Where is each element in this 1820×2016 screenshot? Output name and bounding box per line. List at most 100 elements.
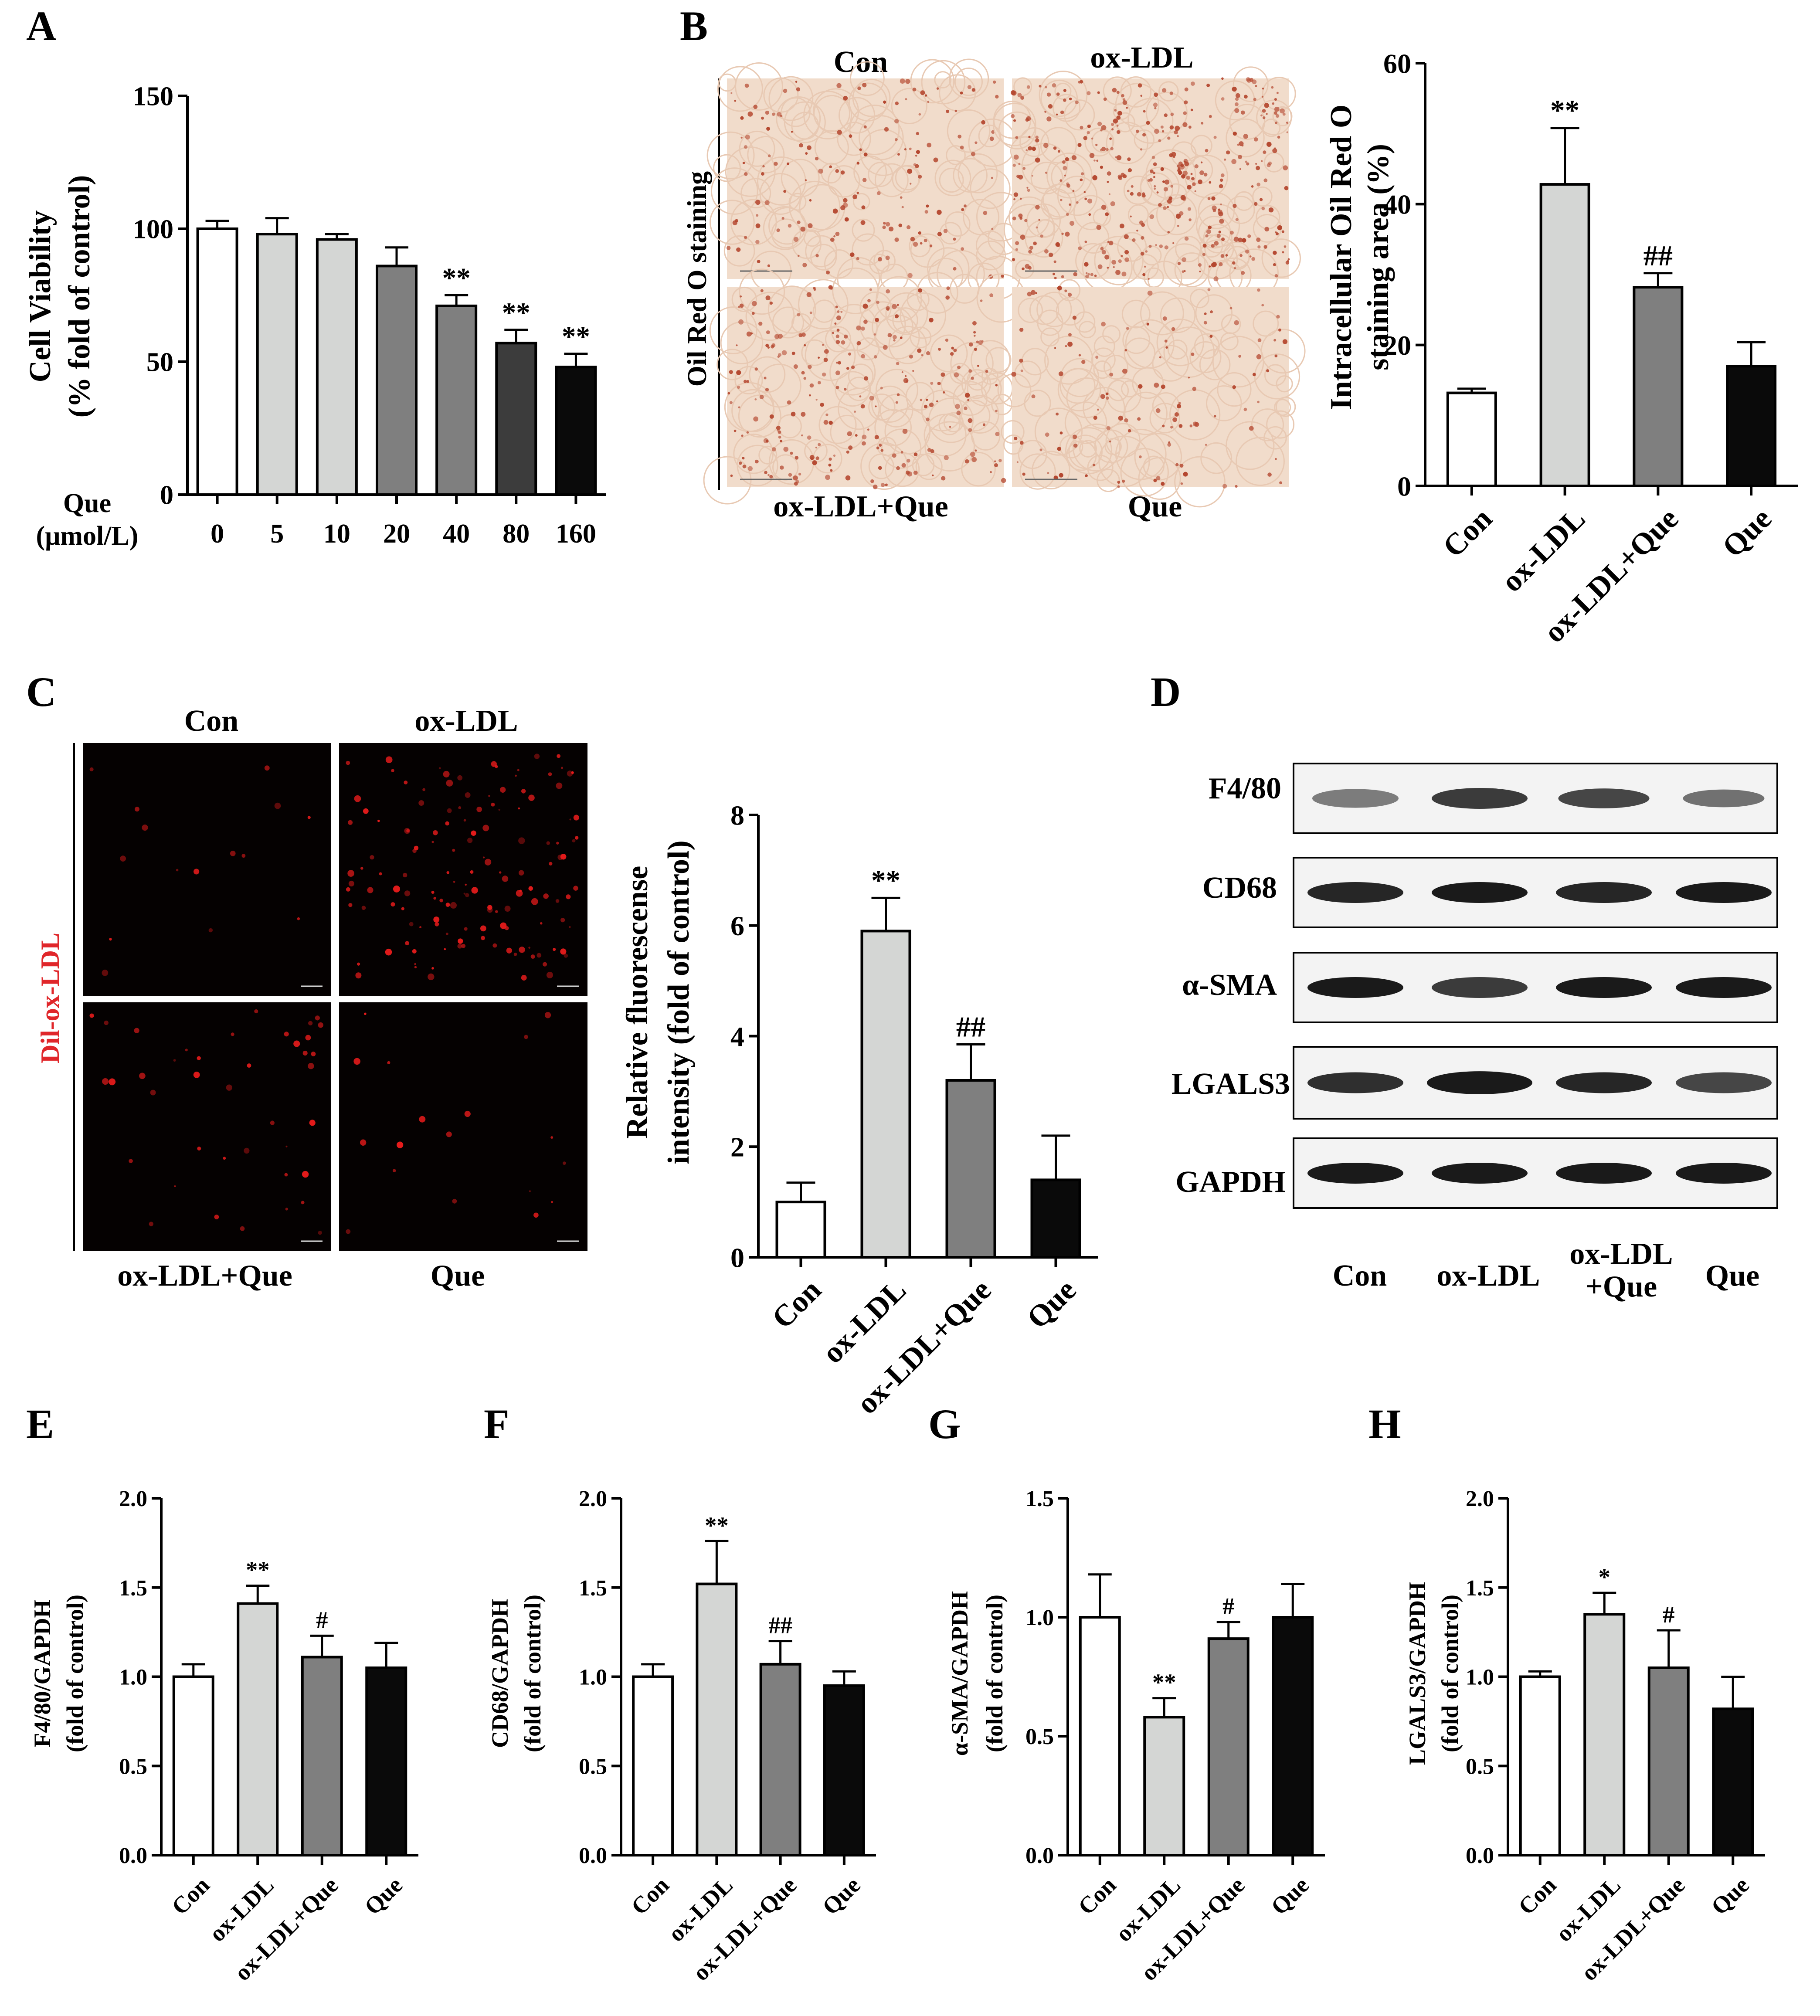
lipid-droplet <box>897 153 900 156</box>
lipid-droplet <box>981 120 985 125</box>
cell-outline <box>1140 291 1184 336</box>
lipid-droplet <box>1053 146 1057 150</box>
lipid-droplet <box>1275 458 1277 460</box>
cell-outline <box>1040 79 1078 117</box>
lipid-droplet <box>912 87 917 92</box>
lipid-droplet <box>1024 219 1028 222</box>
y-tick-label: 150 <box>133 82 173 112</box>
lipid-droplet <box>1168 196 1173 200</box>
y-tick-label: 1.5 <box>119 1576 147 1601</box>
y-tick-label: 2.0 <box>119 1487 147 1511</box>
lipid-droplet <box>1150 169 1154 173</box>
lipid-droplet <box>1069 97 1072 101</box>
cell-outline <box>1013 77 1032 96</box>
lipid-droplet <box>846 450 849 454</box>
lipid-droplet <box>1267 163 1271 167</box>
lipid-droplet <box>818 356 820 359</box>
lipid-droplet <box>1114 109 1117 112</box>
lipid-droplet <box>1175 214 1181 219</box>
lipid-droplet <box>833 235 835 238</box>
fluorescent-signal <box>465 792 471 798</box>
lipid-droplet <box>1234 102 1239 106</box>
category-label: 5 <box>270 519 284 549</box>
lipid-droplet <box>936 87 939 90</box>
fluorescent-signal <box>506 947 512 954</box>
lipid-droplet <box>781 350 787 356</box>
lipid-droplet <box>994 460 996 462</box>
cell-outline <box>709 306 757 354</box>
lipid-droplet <box>949 426 951 428</box>
chart-g: 0.00.51.01.5α-SMA/GAPDH (fold of control)… <box>947 1487 1325 1986</box>
lipid-droplet <box>1020 96 1025 100</box>
fluorescent-signal <box>226 1084 232 1091</box>
lipid-droplet <box>1089 153 1095 158</box>
lipid-droplet <box>764 377 767 380</box>
cell-outline <box>1156 194 1197 235</box>
lipid-droplet <box>861 354 866 359</box>
lipid-droplet <box>1059 431 1063 434</box>
lipid-droplet <box>801 434 803 437</box>
lipid-droplet <box>992 80 996 84</box>
lipid-droplet <box>883 222 886 225</box>
lipid-droplet <box>912 370 914 372</box>
lipid-droplet <box>876 300 879 304</box>
category-label: 20 <box>383 519 410 549</box>
lipid-droplet <box>774 334 780 339</box>
lipid-droplet <box>847 431 852 437</box>
lipid-droplet <box>1018 163 1021 165</box>
cell-outline <box>829 349 876 396</box>
lipid-droplet <box>823 357 828 362</box>
lipid-droplet <box>1179 464 1184 468</box>
fluorescent-signal <box>360 1139 367 1146</box>
panel-letter-c: C <box>26 669 56 715</box>
lipid-droplet <box>746 431 749 434</box>
lipid-droplet <box>1264 227 1270 232</box>
fluorescent-signal <box>354 795 361 802</box>
fluorescent-signal <box>419 926 422 929</box>
lipid-droplet <box>745 135 750 140</box>
lipid-droplet <box>1056 113 1058 115</box>
protein-band <box>1427 1071 1532 1094</box>
lipid-droplet <box>1104 255 1110 260</box>
lipid-droplet <box>1052 83 1056 88</box>
lipid-droplet <box>917 348 922 353</box>
lipid-droplet <box>1249 426 1254 431</box>
lipid-droplet <box>801 412 806 417</box>
lipid-droplet <box>1072 190 1075 192</box>
fluorescent-signal <box>445 933 448 936</box>
fluorescence-image <box>83 743 331 996</box>
fluorescent-signal <box>431 967 434 970</box>
lipid-droplet <box>1211 196 1216 201</box>
panel-letter-e: E <box>26 1401 54 1447</box>
cell-outline <box>827 165 860 198</box>
bar <box>1446 391 1497 487</box>
lipid-droplet <box>1275 231 1277 233</box>
fluorescent-signal <box>318 1231 322 1235</box>
lipid-droplet <box>1084 197 1087 200</box>
lipid-droplet <box>1112 88 1117 93</box>
lipid-droplet <box>1156 191 1159 194</box>
cell-outline <box>1226 118 1265 158</box>
protein-band <box>1676 1163 1772 1184</box>
fluorescent-signal <box>264 765 270 771</box>
lipid-droplet <box>842 202 848 208</box>
lipid-droplet <box>812 460 817 465</box>
fluorescent-signal <box>302 1171 309 1178</box>
lipid-droplet <box>793 237 799 242</box>
lipid-droplet <box>1105 212 1109 216</box>
lipid-droplet <box>991 227 994 230</box>
protein-band <box>1556 882 1652 903</box>
lipid-droplet <box>1013 192 1019 197</box>
lipid-droplet <box>1056 412 1059 416</box>
fluorescent-signal <box>457 944 462 949</box>
significance-label: ## <box>1643 239 1673 272</box>
cell-outline <box>1078 321 1096 339</box>
protein-band <box>1307 977 1403 998</box>
lipid-droplet <box>910 237 915 241</box>
y-axis-label: LGALS3/GAPDH <box>1404 1582 1430 1765</box>
lipid-droplet <box>1117 174 1122 179</box>
lipid-droplet <box>1016 461 1019 463</box>
lipid-droplet <box>878 257 883 261</box>
lipid-droplet <box>1081 360 1086 364</box>
lipid-droplet <box>1019 328 1024 332</box>
